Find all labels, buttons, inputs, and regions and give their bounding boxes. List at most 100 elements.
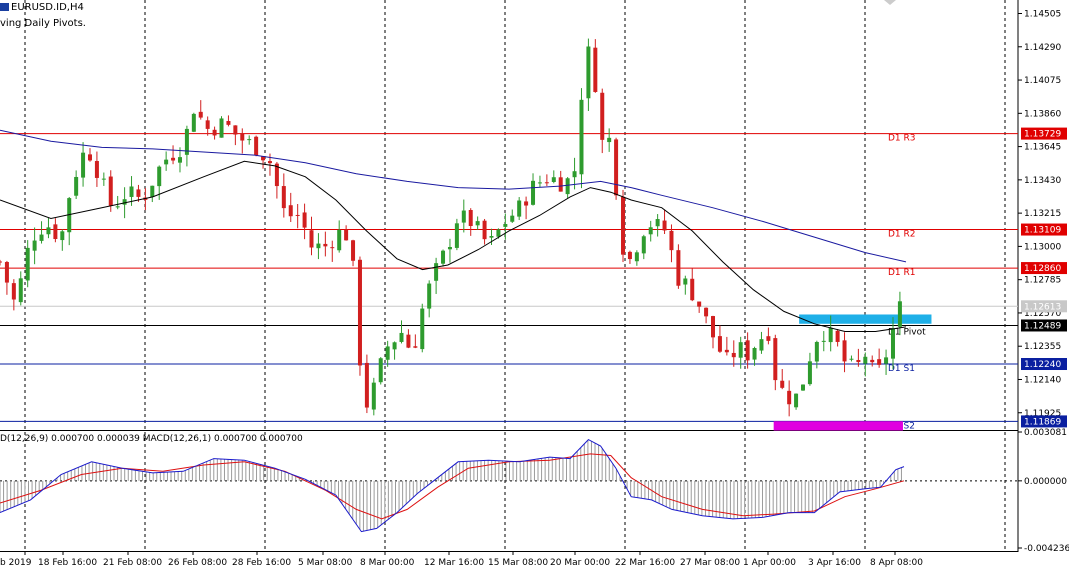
candle-bear bbox=[676, 250, 681, 286]
candle-bull bbox=[496, 229, 501, 237]
current-price-label: 1.12613 bbox=[1024, 302, 1061, 312]
x-tick-label: 8 Apr 08:00 bbox=[870, 558, 923, 568]
candle-bear bbox=[780, 380, 785, 388]
current-price-tag bbox=[1021, 300, 1067, 313]
candle-bear bbox=[711, 316, 716, 338]
pivot-price-tag bbox=[1021, 319, 1067, 332]
pivot-price-label: 1.12489 bbox=[1024, 321, 1061, 331]
candle-bear bbox=[0, 261, 2, 263]
candle-bull bbox=[184, 128, 189, 155]
candle-bear bbox=[254, 136, 259, 156]
candle-bear bbox=[745, 340, 750, 361]
candle-bear bbox=[357, 259, 362, 366]
candle-bear bbox=[842, 340, 847, 362]
candle-bear bbox=[330, 247, 335, 249]
candle-bull bbox=[316, 243, 321, 249]
candle-bear bbox=[877, 359, 882, 365]
zone-magenta bbox=[773, 421, 903, 431]
expand-icon[interactable] bbox=[0, 3, 9, 11]
candle-bear bbox=[558, 177, 563, 192]
x-tick-label: 26 Feb 08:00 bbox=[168, 558, 227, 568]
candle-bear bbox=[482, 220, 487, 240]
candle-bear bbox=[344, 229, 349, 241]
pivot-price-tag bbox=[1021, 127, 1067, 140]
candle-bull bbox=[150, 185, 155, 198]
candle-bear bbox=[724, 349, 729, 353]
candle-bull bbox=[177, 157, 182, 163]
candle-bear bbox=[544, 182, 549, 184]
candle-bull bbox=[115, 206, 120, 208]
candle-bear bbox=[53, 224, 58, 240]
candle-bull bbox=[247, 139, 252, 141]
candle-bear bbox=[323, 243, 328, 247]
x-tick-label: 22 Mar 16:00 bbox=[615, 558, 675, 568]
candle-bull bbox=[641, 236, 646, 254]
y-tick-label: 1.12355 bbox=[1024, 342, 1061, 352]
x-tick-label: 21 Feb 08:00 bbox=[103, 558, 162, 568]
candle-bear bbox=[524, 201, 529, 206]
pivot-price-label: 1.13109 bbox=[1024, 226, 1061, 236]
y-tick-label: 1.13645 bbox=[1024, 143, 1061, 153]
macd-y-tick-label: -0.004236 bbox=[1024, 544, 1069, 554]
scroll-arrow-icon bbox=[884, 0, 896, 5]
candle-bull bbox=[489, 236, 494, 238]
candle-bear bbox=[766, 336, 771, 341]
candle-bear bbox=[288, 205, 293, 217]
pivot-label: D1 R1 bbox=[888, 268, 916, 278]
candle-bull bbox=[794, 393, 799, 408]
y-tick-label: 1.14505 bbox=[1024, 10, 1061, 20]
candle-bull bbox=[537, 182, 542, 184]
candle-bear bbox=[697, 301, 702, 307]
x-tick-label: 3 Apr 16:00 bbox=[808, 558, 861, 568]
candle-bull bbox=[814, 341, 819, 362]
candle-bear bbox=[233, 125, 238, 135]
candle-bear bbox=[302, 212, 307, 228]
macd-signal-line bbox=[0, 453, 905, 520]
x-tick-label: 15 Mar 08:00 bbox=[488, 558, 548, 568]
candle-bear bbox=[704, 307, 709, 317]
candle-bull bbox=[821, 340, 826, 342]
candle-bear bbox=[870, 359, 875, 363]
x-tick-label: 18 Feb 16:00 bbox=[38, 558, 97, 568]
y-tick-label: 1.13430 bbox=[1024, 176, 1061, 186]
y-tick-label: 1.13860 bbox=[1024, 109, 1061, 119]
candle-bear bbox=[4, 262, 9, 283]
candle-bull bbox=[18, 278, 23, 303]
zone-cyan bbox=[799, 314, 932, 324]
candle-bear bbox=[406, 334, 411, 348]
candle-bear bbox=[614, 139, 619, 196]
ma-slow-line bbox=[0, 129, 907, 263]
candle-bull bbox=[122, 199, 127, 205]
candle-bull bbox=[378, 358, 383, 383]
candle-bull bbox=[517, 200, 522, 217]
x-tick-label: 20 Mar 00:00 bbox=[550, 558, 610, 568]
candle-bull bbox=[447, 247, 452, 250]
candle-bull bbox=[39, 234, 44, 241]
x-tick-label: 27 Mar 08:00 bbox=[680, 558, 740, 568]
candle-bull bbox=[738, 342, 743, 358]
candle-bull bbox=[503, 224, 508, 227]
pivot-price-label: 1.13729 bbox=[1024, 130, 1061, 140]
candle-bull bbox=[655, 219, 660, 227]
candle-bull bbox=[454, 223, 459, 248]
candle-bull bbox=[586, 46, 591, 99]
candle-bear bbox=[593, 47, 598, 92]
candle-bear bbox=[267, 161, 272, 164]
x-tick-label: 5 Mar 08:00 bbox=[298, 558, 353, 568]
candle-bear bbox=[468, 210, 473, 227]
candle-bull bbox=[607, 137, 612, 143]
candle-bull bbox=[897, 301, 902, 327]
candle-bear bbox=[87, 154, 92, 161]
y-tick-label: 1.12140 bbox=[1024, 375, 1061, 385]
candle-bull bbox=[337, 229, 342, 251]
y-tick-label: 1.14290 bbox=[1024, 43, 1061, 53]
y-tick-label: 1.14075 bbox=[1024, 76, 1061, 86]
candle-bull bbox=[434, 263, 439, 281]
y-tick-label: 1.12785 bbox=[1024, 276, 1061, 286]
candle-bull bbox=[46, 227, 51, 235]
y-tick-label: 1.12570 bbox=[1024, 309, 1061, 319]
candle-bull bbox=[752, 348, 757, 360]
symbol-title: EURUSD.ID,H4 bbox=[0, 2, 84, 13]
indicator-title: ving Daily Pivots. bbox=[0, 18, 86, 29]
